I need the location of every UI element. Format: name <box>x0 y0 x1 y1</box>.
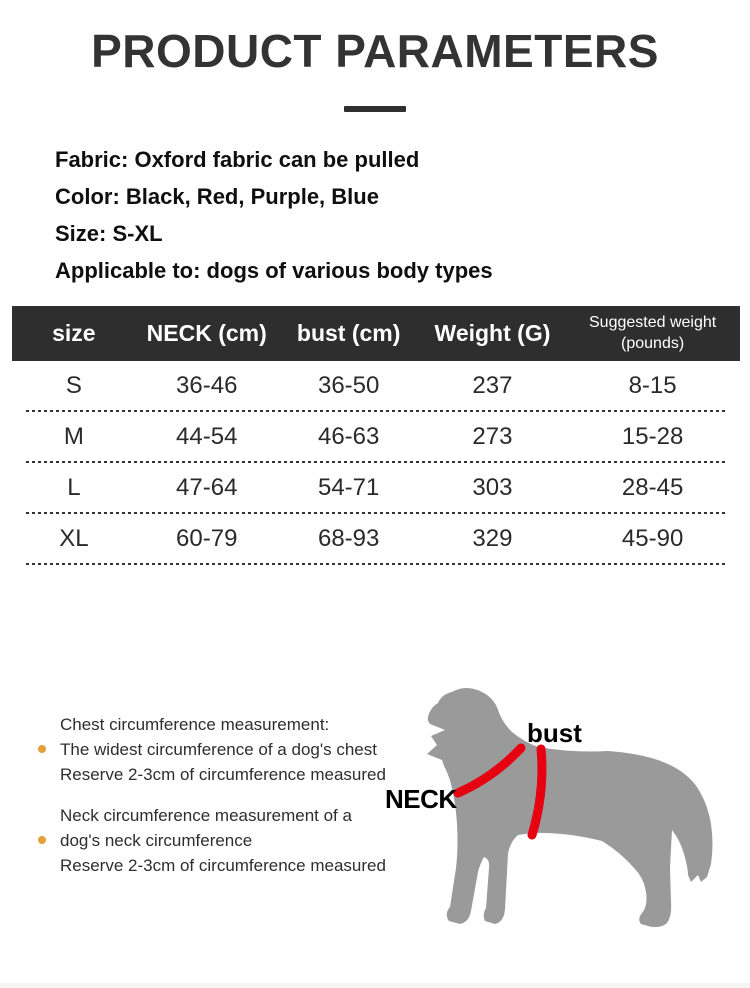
cell-size: S <box>65 371 82 399</box>
cell-bust: 68-93 <box>317 524 380 552</box>
cell-neck: 60-79 <box>176 524 238 552</box>
spec-color: Color: Black, Red, Purple, Blue <box>55 184 379 209</box>
header-suggested-weight: Suggested weight (pounds) <box>589 313 717 352</box>
header-bust: bust (cm) <box>296 320 401 346</box>
table-row-xl: XL 60-79 68-93 329 45-90 <box>12 514 740 563</box>
neck-strap-line <box>453 743 526 798</box>
size-table-header: size NECK (cm) bust (cm) Weight (G) Sugg… <box>12 306 740 361</box>
row-separator <box>26 410 726 412</box>
header-neck: NECK (cm) <box>146 320 267 346</box>
cell-weight: 273 <box>472 422 513 450</box>
dog-silhouette-icon <box>427 688 713 928</box>
cell-weight: 329 <box>472 524 513 552</box>
header-weight: Weight (G) <box>434 320 551 346</box>
cell-size: M <box>63 422 84 450</box>
cell-suggested: 15-28 <box>621 422 684 450</box>
chest-strap-line <box>527 744 547 840</box>
header-size: size <box>52 320 96 346</box>
neck-label: NECK <box>385 784 457 814</box>
dog-measurement-diagram <box>408 672 738 942</box>
table-row-s: S 36-46 36-50 237 8-15 <box>12 361 740 410</box>
product-specs: Fabric: Oxford fabric can be pulled Colo… <box>55 141 493 289</box>
measurement-notes: Chest circumference measurement: The wid… <box>32 712 404 894</box>
cell-bust: 46-63 <box>317 422 380 450</box>
note-line: The widest circumference of a dog's ches… <box>60 740 377 759</box>
size-table: size NECK (cm) bust (cm) Weight (G) Sugg… <box>12 306 740 565</box>
table-row-l: L 47-64 54-71 303 28-45 <box>12 463 740 512</box>
note-line: dog's neck circumference <box>60 831 253 850</box>
bullet-dot-icon <box>38 745 46 753</box>
title-underline-dash <box>344 106 406 112</box>
cell-weight: 303 <box>472 473 513 501</box>
cell-suggested: 28-45 <box>621 473 684 501</box>
neck-measurement-note: Neck circumference measurement of a dog'… <box>32 803 404 878</box>
cell-bust: 36-50 <box>317 371 380 399</box>
note-line: Reserve 2-3cm of circumference measured <box>60 856 386 875</box>
note-line: Chest circumference measurement: <box>60 715 330 734</box>
cell-neck: 36-46 <box>176 371 238 399</box>
bullet-dot-icon <box>38 836 46 844</box>
bottom-edge-strip <box>0 983 750 988</box>
cell-bust: 54-71 <box>317 473 380 501</box>
cell-suggested: 8-15 <box>628 371 677 399</box>
page-title: PRODUCT PARAMETERS <box>91 25 659 77</box>
spec-fabric: Fabric: Oxford fabric can be pulled <box>55 147 420 172</box>
bust-label: bust <box>527 718 582 748</box>
cell-neck: 44-54 <box>176 422 238 450</box>
cell-size: L <box>67 473 81 501</box>
note-line: Neck circumference measurement of a <box>60 806 352 825</box>
note-line: Reserve 2-3cm of circumference measured <box>60 765 386 784</box>
spec-size: Size: S-XL <box>55 221 163 246</box>
cell-neck: 47-64 <box>176 473 238 501</box>
row-separator <box>26 461 726 463</box>
cell-suggested: 45-90 <box>621 524 684 552</box>
cell-weight: 237 <box>472 371 513 399</box>
table-row-m: M 44-54 46-63 273 15-28 <box>12 412 740 461</box>
spec-applicable: Applicable to: dogs of various body type… <box>55 258 493 283</box>
cell-size: XL <box>59 524 89 552</box>
row-separator <box>26 563 726 565</box>
row-separator <box>26 512 726 514</box>
chest-measurement-note: Chest circumference measurement: The wid… <box>32 712 404 787</box>
